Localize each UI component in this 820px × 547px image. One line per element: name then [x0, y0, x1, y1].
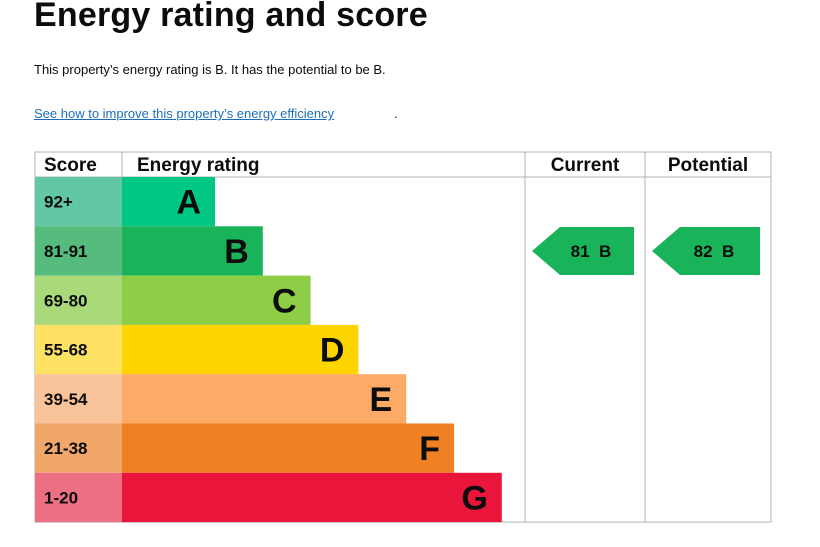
- rating-letter-g: G: [461, 479, 487, 517]
- rating-letter-a: A: [176, 184, 201, 222]
- rating-letter-c: C: [272, 282, 297, 320]
- improve-efficiency-link[interactable]: See how to improve this property’s energ…: [34, 106, 335, 121]
- potential-rating-arrow: [652, 226, 760, 275]
- rating-bar-d: [122, 324, 359, 375]
- rating-letter-e: E: [370, 381, 393, 419]
- score-range-f: 21-38: [44, 439, 87, 458]
- rating-letter-f: F: [419, 430, 440, 468]
- score-range-c: 69-80: [44, 291, 87, 310]
- rating-bar-g: [122, 472, 502, 523]
- score-cell-b: [35, 226, 122, 276]
- score-cell-a: [35, 177, 122, 227]
- rating-bar-b: [122, 226, 263, 276]
- potential-rating-label: 82 B: [694, 242, 735, 261]
- score-range-d: 55-68: [44, 341, 87, 360]
- rating-letter-d: D: [320, 332, 345, 370]
- link-trailing-period: .: [394, 106, 398, 121]
- current-rating-arrow: [532, 226, 634, 275]
- rating-bar-a: [122, 177, 215, 227]
- rating-bar-c: [122, 275, 311, 325]
- score-cell-c: [35, 275, 122, 325]
- score-range-b: 81-91: [44, 242, 87, 261]
- rating-summary: This property’s energy rating is B. It h…: [34, 62, 386, 77]
- rating-bar-f: [122, 423, 454, 473]
- score-cell-e: [35, 374, 122, 424]
- rating-bar-e: [122, 374, 407, 424]
- rating-letter-b: B: [224, 233, 249, 271]
- score-range-a: 92+: [44, 193, 73, 212]
- current-rating-label: 81 B: [571, 242, 612, 261]
- header-score: Score: [44, 155, 97, 176]
- header-potential: Potential: [668, 155, 748, 176]
- score-cell-f: [35, 423, 122, 473]
- page-title: Energy rating and score: [34, 0, 428, 34]
- score-range-e: 39-54: [44, 390, 88, 409]
- score-range-g: 1-20: [44, 488, 78, 507]
- header-current: Current: [551, 155, 620, 176]
- score-cell-g: [35, 472, 122, 523]
- score-cell-d: [35, 324, 122, 375]
- header-energy-rating: Energy rating: [137, 155, 259, 176]
